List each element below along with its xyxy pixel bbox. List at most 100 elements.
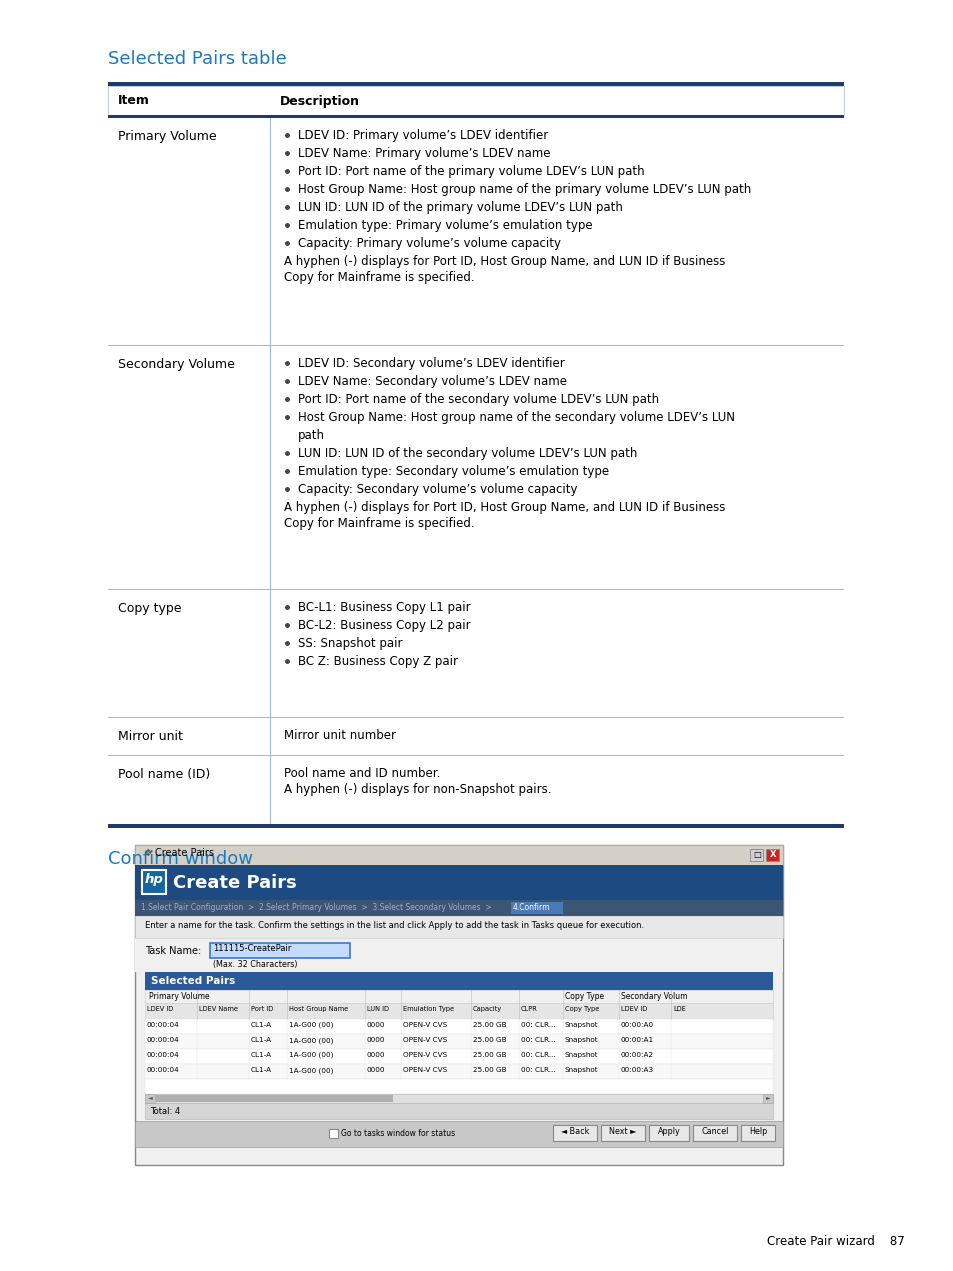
Text: BC-L1: Business Copy L1 pair: BC-L1: Business Copy L1 pair <box>297 601 470 614</box>
Bar <box>600 1125 644 1141</box>
Text: OPEN-V CVS: OPEN-V CVS <box>402 1066 447 1073</box>
Text: path: path <box>297 430 325 442</box>
Text: Emulation Type: Emulation Type <box>402 1007 454 1012</box>
Text: 1A-G00 (00): 1A-G00 (00) <box>289 1066 333 1074</box>
Text: hp: hp <box>145 873 163 886</box>
Text: Task Name:: Task Name: <box>145 946 201 956</box>
Bar <box>145 1049 772 1064</box>
Text: 4.Confirm: 4.Confirm <box>513 902 550 911</box>
Text: ◄: ◄ <box>148 1096 152 1099</box>
Text: Snapshot: Snapshot <box>564 1037 598 1043</box>
Text: LUN ID: LUN ID <box>367 1007 389 1012</box>
Text: CL1-A: CL1-A <box>251 1022 272 1028</box>
Bar <box>511 901 562 914</box>
Bar <box>145 1064 772 1079</box>
Text: Copy for Mainframe is specified.: Copy for Mainframe is specified. <box>284 517 475 530</box>
Text: 00:00:A0: 00:00:A0 <box>620 1022 654 1028</box>
Bar <box>108 590 843 718</box>
Text: A hyphen (-) displays for Port ID, Host Group Name, and LUN ID if Business: A hyphen (-) displays for Port ID, Host … <box>284 501 724 513</box>
Text: 0000: 0000 <box>367 1022 385 1028</box>
Text: LDEV ID: LDEV ID <box>147 1007 173 1012</box>
Bar <box>142 871 166 894</box>
Bar <box>135 845 782 1166</box>
Text: 1A-G00 (00): 1A-G00 (00) <box>289 1037 333 1043</box>
Text: LDEV Name: Primary volume’s LDEV name: LDEV Name: Primary volume’s LDEV name <box>297 147 550 160</box>
Text: 0000: 0000 <box>367 1037 385 1043</box>
Bar <box>145 1035 772 1049</box>
Text: LDEV ID: Primary volume’s LDEV identifier: LDEV ID: Primary volume’s LDEV identifie… <box>297 128 548 142</box>
Text: CL1-A: CL1-A <box>251 1066 272 1073</box>
Text: Snapshot: Snapshot <box>564 1066 598 1073</box>
Bar <box>692 1125 737 1141</box>
Text: 25.00 GB: 25.00 GB <box>473 1022 506 1028</box>
Text: Pool name and ID number.: Pool name and ID number. <box>284 766 440 780</box>
Text: 1A-G00 (00): 1A-G00 (00) <box>289 1022 333 1028</box>
Bar <box>145 1094 772 1103</box>
Text: A hyphen (-) displays for Port ID, Host Group Name, and LUN ID if Business: A hyphen (-) displays for Port ID, Host … <box>284 255 724 268</box>
Text: Help: Help <box>748 1126 766 1135</box>
Bar <box>108 824 843 827</box>
Text: Copy for Mainframe is specified.: Copy for Mainframe is specified. <box>284 271 475 283</box>
Bar <box>135 866 782 900</box>
Text: Copy Type: Copy Type <box>564 991 603 1002</box>
Bar <box>210 943 350 958</box>
Bar <box>108 118 843 346</box>
Bar <box>135 1121 782 1146</box>
Text: Create Pairs: Create Pairs <box>172 874 296 892</box>
Text: LDEV ID: LDEV ID <box>620 1007 646 1012</box>
Text: 00: CLR...: 00: CLR... <box>520 1052 555 1057</box>
Text: ►: ► <box>765 1096 770 1099</box>
Text: 00:00:A3: 00:00:A3 <box>620 1066 654 1073</box>
Text: 1.Select Pair Configuration  >  2.Select Primary Volumes  >  3.Select Secondary : 1.Select Pair Configuration > 2.Select P… <box>141 902 494 911</box>
Bar <box>749 849 762 860</box>
Text: Copy type: Copy type <box>118 602 181 615</box>
Text: Emulation type: Secondary volume’s emulation type: Emulation type: Secondary volume’s emula… <box>297 465 608 478</box>
Text: Host Group Name: Host group name of the secondary volume LDEV’s LUN: Host Group Name: Host group name of the … <box>297 411 734 425</box>
Text: 0000: 0000 <box>367 1052 385 1057</box>
Text: OPEN-V CVS: OPEN-V CVS <box>402 1022 447 1028</box>
Bar <box>145 1103 772 1118</box>
Text: 25.00 GB: 25.00 GB <box>473 1066 506 1073</box>
Bar <box>154 1096 393 1102</box>
Text: Capacity: Capacity <box>473 1007 501 1012</box>
Text: Port ID: Port name of the primary volume LDEV’s LUN path: Port ID: Port name of the primary volume… <box>297 165 644 178</box>
Text: 111115-CreatePair: 111115-CreatePair <box>213 944 291 953</box>
Text: Secondary Volume: Secondary Volume <box>118 358 234 371</box>
Text: Emulation type: Primary volume’s emulation type: Emulation type: Primary volume’s emulati… <box>297 219 592 233</box>
Text: 00:00:04: 00:00:04 <box>147 1066 179 1073</box>
Text: A hyphen (-) displays for non-Snapshot pairs.: A hyphen (-) displays for non-Snapshot p… <box>284 783 551 796</box>
Bar <box>762 1094 772 1103</box>
Text: Selected Pairs table: Selected Pairs table <box>108 50 287 69</box>
Text: Port ID: Port name of the secondary volume LDEV’s LUN path: Port ID: Port name of the secondary volu… <box>297 393 659 405</box>
Text: CL1-A: CL1-A <box>251 1037 272 1043</box>
Text: 00: CLR...: 00: CLR... <box>520 1066 555 1073</box>
Text: 0000: 0000 <box>367 1066 385 1073</box>
Bar <box>145 972 772 990</box>
Bar <box>108 346 843 590</box>
Text: OPEN-V CVS: OPEN-V CVS <box>402 1037 447 1043</box>
Text: LDEV ID: Secondary volume’s LDEV identifier: LDEV ID: Secondary volume’s LDEV identif… <box>297 357 564 370</box>
Text: Host Group Name: Host Group Name <box>289 1007 348 1012</box>
Bar <box>765 849 779 860</box>
Bar <box>329 1129 337 1138</box>
Text: 00:00:04: 00:00:04 <box>147 1037 179 1043</box>
Text: SS: Snapshot pair: SS: Snapshot pair <box>297 637 402 649</box>
Text: Enter a name for the task. Confirm the settings in the list and click Apply to a: Enter a name for the task. Confirm the s… <box>145 921 643 930</box>
Text: X: X <box>769 850 776 859</box>
Text: 00:00:04: 00:00:04 <box>147 1052 179 1057</box>
Text: BC-L2: Business Copy L2 pair: BC-L2: Business Copy L2 pair <box>297 619 470 632</box>
Text: 00: CLR...: 00: CLR... <box>520 1022 555 1028</box>
Text: Selected Pairs: Selected Pairs <box>151 976 235 986</box>
Text: Capacity: Secondary volume’s volume capacity: Capacity: Secondary volume’s volume capa… <box>297 483 577 496</box>
Bar <box>145 1003 772 1019</box>
Text: 00:00:04: 00:00:04 <box>147 1022 179 1028</box>
Text: (Max. 32 Characters): (Max. 32 Characters) <box>213 960 297 969</box>
Text: Go to tasks window for status: Go to tasks window for status <box>340 1129 455 1138</box>
Text: Item: Item <box>118 94 150 108</box>
Text: Cancel: Cancel <box>700 1126 728 1135</box>
Text: □: □ <box>752 850 760 859</box>
Text: 25.00 GB: 25.00 GB <box>473 1037 506 1043</box>
Bar <box>135 900 782 916</box>
Bar <box>145 1079 772 1094</box>
Text: Create Pairs: Create Pairs <box>154 848 213 858</box>
